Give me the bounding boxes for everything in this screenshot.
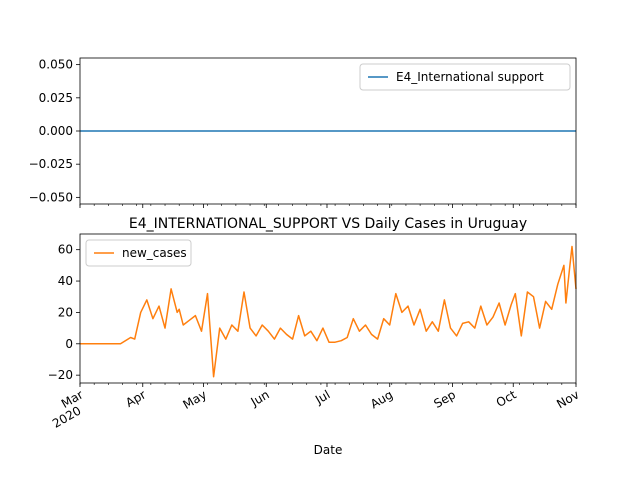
y-tick-label: 40: [58, 274, 73, 288]
legend-label: E4_International support: [396, 70, 544, 84]
legend-box: [85, 239, 192, 267]
legend-box: [359, 63, 571, 91]
chart-title: E4_INTERNATIONAL_SUPPORT VS Daily Cases …: [129, 216, 527, 232]
x-tick-label: Aug: [368, 387, 395, 411]
y-tick-label: 20: [58, 305, 73, 319]
x-tick-label: Oct: [494, 387, 519, 410]
axes-frame: [79, 233, 577, 384]
top-subplot: 0.050 0.025 0.000 −0.025 −0.050 E4_Internatio…: [29, 57, 577, 208]
x-tick-label: Jul: [312, 387, 332, 407]
y-tick-label: −0.050: [29, 190, 73, 204]
x-tick-label: Apr: [123, 387, 148, 410]
x-tick-label: Jun: [248, 387, 272, 409]
y-tick-label: −20: [48, 368, 73, 382]
y-tick-label: 0.025: [39, 91, 73, 105]
x-tick-label: Sep: [431, 387, 458, 410]
x-axis-label: Date: [314, 443, 343, 457]
y-tick-label: 60: [58, 243, 73, 257]
y-tick-label: 0.000: [39, 124, 73, 138]
legend-label: new_cases: [122, 246, 187, 260]
y-tick-label: 0.050: [39, 58, 73, 72]
y-tick-label: −0.025: [29, 157, 73, 171]
x-tick-label: Nov: [554, 387, 581, 411]
x-tick-label: May: [181, 387, 209, 412]
legend: E4_International support: [359, 63, 571, 91]
y-tick-label: 0: [65, 337, 73, 351]
legend: new_cases: [85, 239, 192, 267]
axes-frame: [79, 57, 577, 205]
series-line-new_cases: [80, 245, 577, 378]
